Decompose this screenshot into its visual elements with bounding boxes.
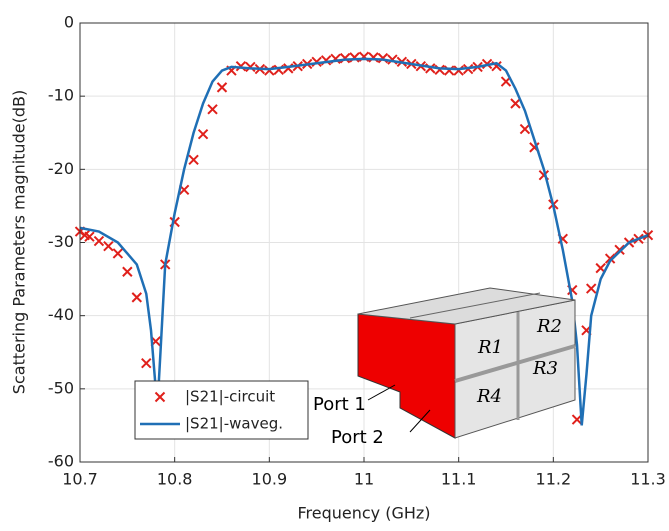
annotation: R2 (536, 316, 562, 337)
y-tick-label: -30 (48, 232, 74, 251)
x-tick-label: 11 (354, 470, 374, 489)
legend: |S21|-circuit |S21|-waveg. (135, 381, 308, 439)
y-tick-label: -50 (48, 378, 74, 397)
annotation: R4 (476, 386, 502, 407)
x-axis-label: Frequency (GHz) (297, 504, 430, 523)
y-tick-label: -60 (48, 452, 74, 471)
legend-label: |S21|-waveg. (185, 415, 283, 433)
x-tick-label: 10.9 (252, 470, 288, 489)
y-tick-label: 0 (64, 13, 74, 32)
y-tick-label: -10 (48, 86, 74, 105)
annotation: Port 1 (313, 394, 366, 415)
annotation: R3 (532, 358, 558, 379)
legend-label: |S21|-circuit (185, 388, 275, 406)
x-tick-label: 11.3 (630, 470, 666, 489)
y-tick-label: -20 (48, 159, 74, 178)
y-axis-label: Scattering Parameters magnitude(dB) (10, 90, 29, 394)
x-tick-label: 10.8 (157, 470, 193, 489)
x-tick-label: 11.1 (441, 470, 477, 489)
annotation: Port 2 (331, 427, 384, 448)
annotation: R1 (477, 337, 503, 358)
x-tick-label: 10.7 (62, 470, 98, 489)
chart: Frequency (GHz) Scattering Parameters ma… (0, 0, 669, 531)
y-tick-label: -40 (48, 305, 74, 324)
x-tick-label: 11.2 (536, 470, 572, 489)
